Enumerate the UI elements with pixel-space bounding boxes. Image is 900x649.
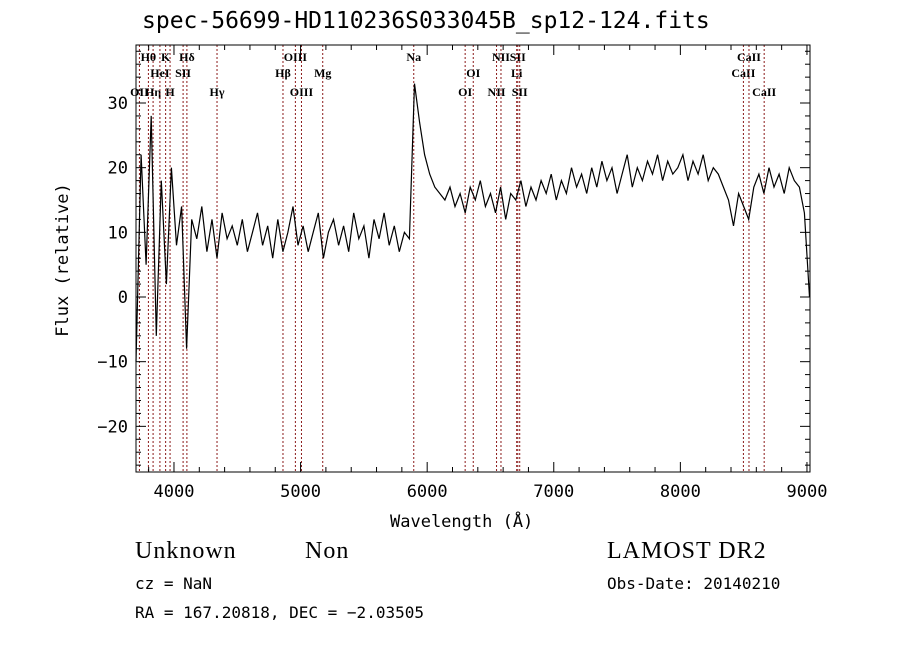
spectrum-line — [135, 83, 811, 362]
ra-dec: RA = 167.20818, DEC = −2.03505 — [135, 603, 424, 622]
spectral-line-label: Li — [511, 66, 523, 80]
spectral-line-label: Hγ — [210, 85, 225, 99]
spectral-line-label: Mg — [314, 66, 331, 80]
spectral-line-label: HeI — [150, 66, 170, 80]
spectral-line-label: SII — [512, 85, 528, 99]
object-class: Unknown — [135, 538, 237, 564]
y-tick-label: −10 — [97, 353, 128, 373]
spectral-line-label: CaII — [752, 85, 776, 99]
spectral-line-label: CaII — [737, 50, 761, 64]
spectral-line-label: CaII — [731, 66, 755, 80]
y-axis-label: Flux (relative) — [53, 183, 73, 337]
x-tick-label: 8000 — [660, 482, 701, 502]
x-tick-label: 7000 — [533, 482, 574, 502]
y-tick-label: 30 — [108, 94, 128, 114]
spectral-line-label: SII — [510, 50, 526, 64]
spectral-line-label: Hθ — [141, 50, 157, 64]
spectral-line-label: OIII — [290, 85, 314, 99]
spectral-line-label: OI — [458, 85, 472, 99]
spectral-line-label: OIII — [284, 50, 308, 64]
spectral-line-label: K — [161, 50, 171, 64]
obs-date: Obs-Date: 20140210 — [607, 574, 781, 593]
spectral-line-label: Hδ — [179, 50, 195, 64]
x-tick-label: 9000 — [786, 482, 827, 502]
x-tick-label: 5000 — [280, 482, 321, 502]
redshift-cz: cz = NaN — [135, 574, 213, 593]
spectral-line-label: Hη — [145, 85, 161, 99]
y-tick-label: −20 — [97, 417, 128, 437]
y-tick-label: 0 — [118, 288, 128, 308]
spectral-line-label: Hβ — [275, 66, 291, 80]
object-subclass: Non — [305, 538, 350, 564]
y-tick-label: 10 — [108, 223, 128, 243]
chart-title: spec-56699-HD110236S033045B_sp12-124.fit… — [142, 8, 710, 34]
spectral-line-label: NII — [488, 85, 506, 99]
spectral-line-label: NII — [492, 50, 510, 64]
y-tick-label: 20 — [108, 159, 128, 179]
x-tick-label: 6000 — [407, 482, 448, 502]
spectral-line-label: OII — [130, 85, 149, 99]
x-axis-label: Wavelength (Å) — [390, 512, 534, 532]
x-tick-label: 4000 — [154, 482, 195, 502]
survey-name: LAMOST DR2 — [607, 538, 767, 564]
spectral-line-label: Na — [406, 50, 421, 64]
spectral-line-label: H — [165, 85, 175, 99]
spectral-line-label: OI — [466, 66, 480, 80]
spectral-line-label: SII — [175, 66, 191, 80]
